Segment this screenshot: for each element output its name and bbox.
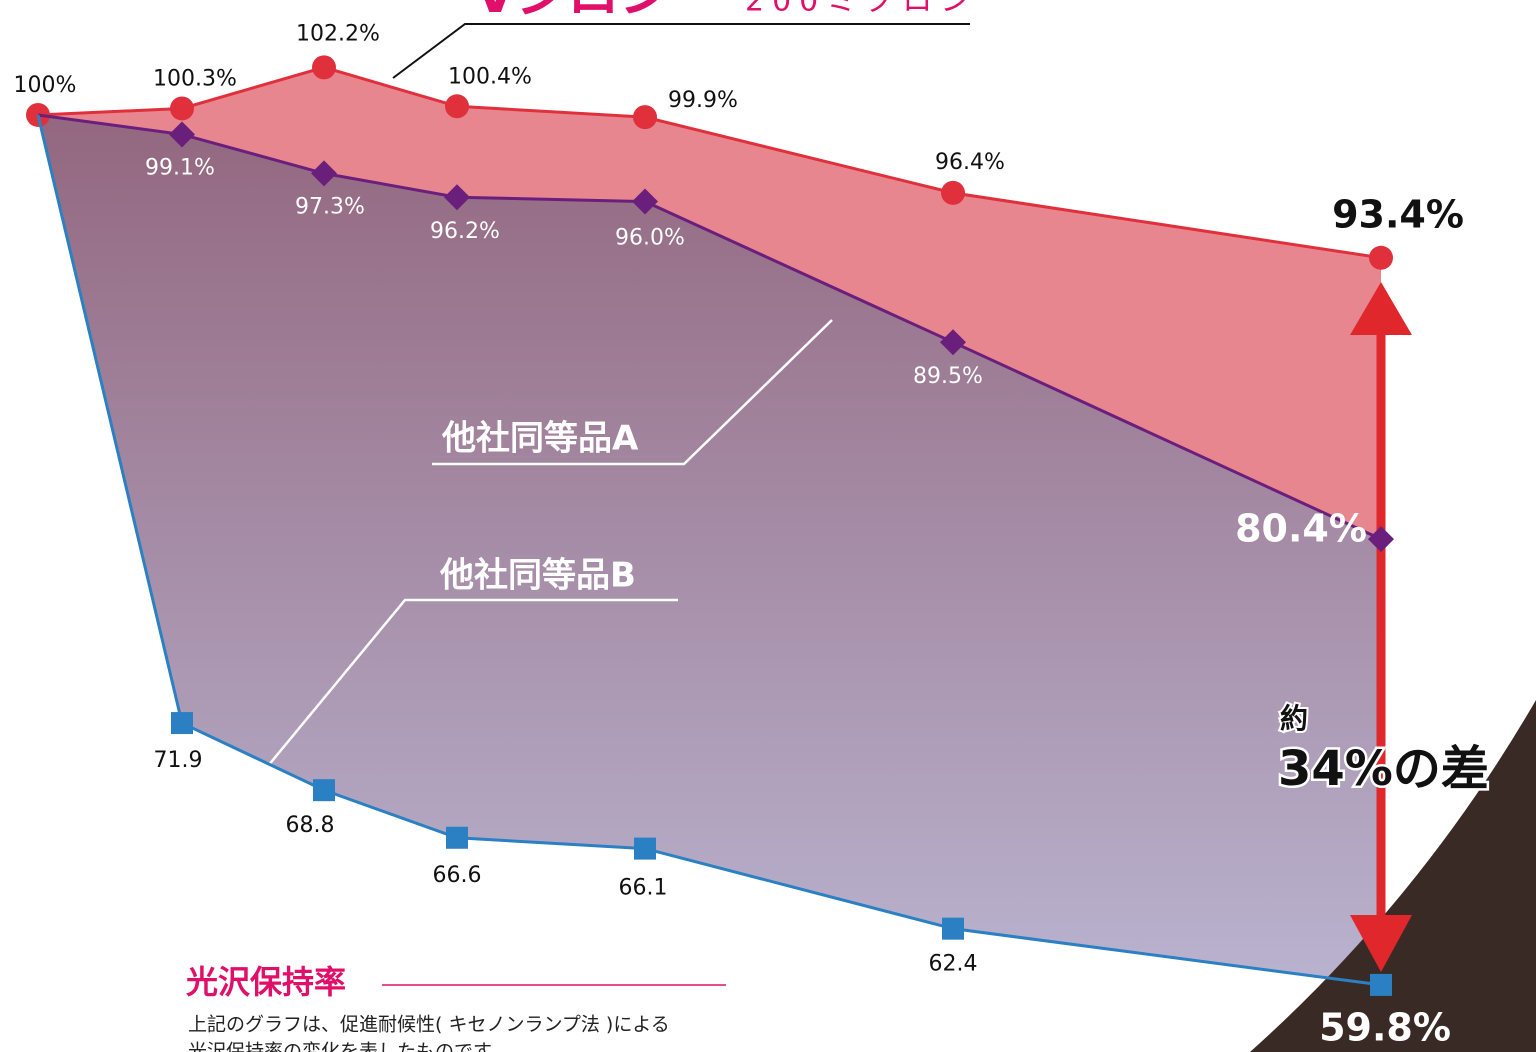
marker <box>1369 246 1393 270</box>
data-label: 100.4% <box>448 64 532 89</box>
data-label: 62.4 <box>929 952 978 977</box>
data-label: 89.5% <box>913 364 983 389</box>
marker <box>941 181 965 205</box>
chart: Vシロン 200ミクロン 他社同等品A 他社同等品B 約 34%の差 光沢保持率… <box>0 0 1536 1052</box>
marker <box>312 55 336 79</box>
marker <box>445 94 469 118</box>
data-label: 96.4% <box>935 150 1005 175</box>
data-label: 80.4% <box>1235 507 1367 551</box>
series-label: 他社同等品B <box>439 556 636 596</box>
data-label: 93.4% <box>1332 192 1464 236</box>
data-label: 97.3% <box>295 194 365 219</box>
data-label: 96.2% <box>430 219 500 244</box>
marker <box>634 838 656 860</box>
chart-subtitle: 200ミクロン <box>745 0 978 19</box>
marker <box>1370 974 1392 996</box>
marker <box>171 712 193 734</box>
marker <box>170 96 194 120</box>
data-label: 59.8% <box>1319 1005 1451 1049</box>
data-label: 66.6 <box>433 863 482 888</box>
series-label: 他社同等品A <box>441 419 639 459</box>
note-heading: 光沢保持率 <box>186 963 346 1001</box>
data-label: 100.3% <box>153 66 237 91</box>
marker <box>446 827 468 849</box>
data-label: 96.0% <box>615 226 685 251</box>
data-label: 68.8 <box>286 813 335 838</box>
data-label: 66.1 <box>619 876 668 901</box>
note-text: 上記のグラフは、促進耐候性( キセノンランプ法 )による <box>188 1014 670 1036</box>
data-label: 102.2% <box>296 21 380 46</box>
annotation: 約 <box>1280 702 1308 735</box>
annotation: 34%の差 <box>1278 741 1489 797</box>
data-label: 99.1% <box>145 155 215 180</box>
data-label: 100% <box>14 73 77 98</box>
chart-title: Vシロン <box>475 0 671 25</box>
note-text: 光沢保持率の変化を表したものです。 <box>188 1041 509 1052</box>
marker <box>633 105 657 129</box>
data-label: 99.9% <box>668 88 738 113</box>
marker <box>313 779 335 801</box>
data-label: 71.9 <box>154 748 203 773</box>
marker <box>942 918 964 940</box>
